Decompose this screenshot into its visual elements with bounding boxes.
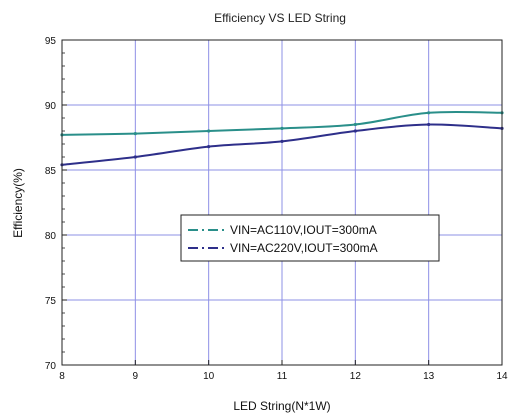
y-tick-label: 70: [45, 361, 57, 372]
series-lines: [60, 110, 504, 167]
series-1-point: [280, 126, 284, 130]
axis-ticks: 8 9 10 11 12 13 14 70 75 80 85 90 95: [45, 36, 508, 382]
x-tick-label: 8: [59, 371, 65, 382]
y-tick-label: 90: [45, 101, 57, 112]
legend-label-2: VIN=AC220V,IOUT=300mA: [230, 241, 378, 255]
series-2-point: [207, 145, 211, 149]
chart-title: Efficiency VS LED String: [214, 11, 346, 25]
x-axis-title: LED String(N*1W): [233, 399, 330, 413]
legend-label-1: VIN=AC110V,IOUT=300mA: [230, 223, 377, 237]
legend-box: [180, 214, 440, 262]
x-tick-label: 13: [423, 371, 435, 382]
series-2-point: [133, 155, 137, 159]
series-1-point: [133, 132, 137, 136]
x-tick-label: 9: [133, 371, 139, 382]
series-2-point: [353, 129, 357, 133]
y-tick-label: 95: [45, 36, 57, 47]
grid-lines: [61, 39, 503, 366]
x-tick-label: 12: [350, 371, 362, 382]
x-tick-label: 10: [203, 371, 215, 382]
y-tick-label: 85: [45, 166, 57, 177]
series-2-point: [427, 122, 431, 127]
series-2-point: [280, 139, 284, 143]
x-tick-label: 11: [277, 371, 288, 382]
series-1-point: [207, 129, 211, 133]
x-tick-label: 14: [496, 371, 508, 382]
series-1-point: [353, 122, 357, 127]
legend: VIN=AC110V,IOUT=300mA VIN=AC220V,IOUT=300…: [180, 214, 440, 262]
y-tick-label: 75: [45, 296, 57, 307]
y-axis-title: Efficiency(%): [11, 168, 25, 238]
y-tick-label: 80: [45, 231, 57, 242]
series-1-point: [427, 111, 431, 115]
